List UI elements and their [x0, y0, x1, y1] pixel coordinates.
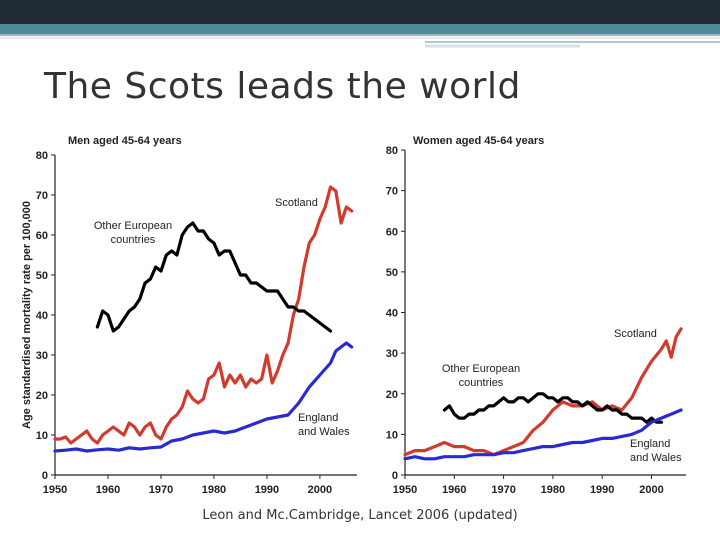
series-label-scotland: Scotland: [275, 197, 318, 209]
x-tick-label: 1970: [149, 484, 173, 496]
x-tick-label: 2000: [308, 484, 332, 496]
y-tick-label: 10: [36, 430, 48, 442]
x-tick-label: 1950: [393, 484, 417, 496]
source-caption: Leon and Mc.Cambridge, Lancet 2006 (upda…: [202, 508, 518, 523]
y-tick-label: 0: [392, 470, 398, 482]
y-tick-label: 60: [386, 226, 398, 238]
series-line-other-european-countries: [442, 392, 664, 424]
y-tick-label: 80: [36, 150, 48, 162]
chart-panel-women: Women aged 45-64 years 0 10 20 30 40 50 60 70 80 1…: [386, 135, 686, 496]
series-line-england-and-wales: [403, 408, 683, 461]
header-band-teal: [0, 24, 720, 34]
y-tick-label: 50: [36, 270, 48, 282]
y-tick-label: 70: [36, 190, 48, 202]
y-tick-label: 0: [42, 470, 48, 482]
header-band-dark: [0, 0, 720, 24]
series-label-england-and-wales: England and Wales: [298, 412, 350, 438]
series-line-england-and-wales: [53, 341, 354, 453]
series-line-scotland: [403, 327, 683, 457]
y-tick-label: 70: [386, 186, 398, 198]
y-tick-label: 80: [386, 145, 398, 157]
x-tick-label: 1990: [590, 484, 614, 496]
slide-title: The Scots leads the world: [44, 66, 521, 107]
x-tick-label: 1980: [202, 484, 226, 496]
y-axis-label: Age standardised mortality rate per 100,…: [21, 201, 33, 429]
series-label-other-european-countries: Other European countries: [442, 363, 520, 389]
x-tick-label: 1960: [442, 484, 466, 496]
y-tick-label: 50: [386, 267, 398, 279]
chart-title: Men aged 45-64 years: [68, 135, 182, 147]
y-tick-label: 60: [36, 230, 48, 242]
y-tick-label: 30: [36, 350, 48, 362]
chart-title: Women aged 45-64 years: [413, 135, 544, 147]
x-tick-label: 2000: [639, 484, 663, 496]
y-tick-label: 10: [386, 429, 398, 441]
series-label-scotland: Scotland: [614, 328, 657, 340]
x-tick-label: 1980: [541, 484, 565, 496]
x-tick-label: 1950: [43, 484, 67, 496]
y-tick-label: 40: [386, 308, 398, 320]
series-label-england-and-wales: England and Wales: [630, 438, 682, 464]
y-tick-label: 20: [36, 390, 48, 402]
chart-panel-men: Men aged 45-64 years 0 10 20 30 40 50 60 70 80 195…: [21, 135, 357, 496]
y-tick-label: 30: [386, 348, 398, 360]
series-line-scotland: [53, 185, 354, 445]
y-tick-label: 40: [36, 310, 48, 322]
series-line-other-european-countries: [95, 221, 333, 333]
x-tick-label: 1970: [491, 484, 515, 496]
y-tick-label: 20: [386, 389, 398, 401]
header-accent-lines: [0, 34, 720, 48]
x-tick-label: 1990: [255, 484, 279, 496]
series-label-other-european-countries: Other European countries: [94, 220, 172, 246]
x-tick-label: 1960: [96, 484, 120, 496]
